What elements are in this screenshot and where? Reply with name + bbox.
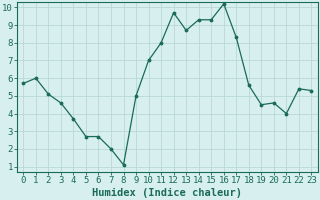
X-axis label: Humidex (Indice chaleur): Humidex (Indice chaleur) (92, 188, 242, 198)
